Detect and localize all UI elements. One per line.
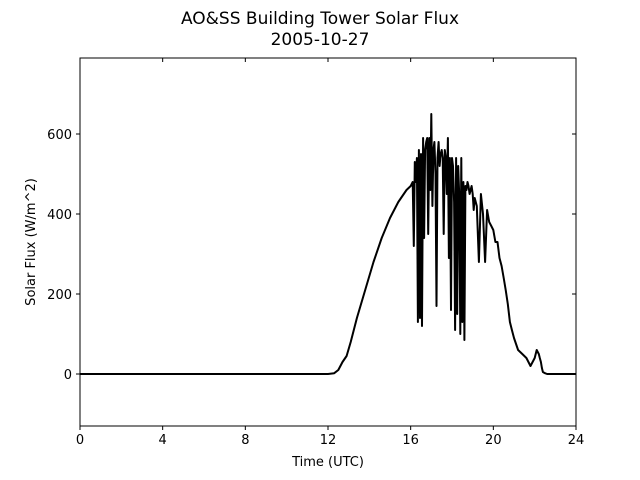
x-axis-ticks: 0 4 8 12 16 20 24 — [76, 58, 584, 448]
x-tick-label: 24 — [568, 433, 585, 448]
x-tick-label: 20 — [485, 433, 502, 448]
y-axis-label: Solar Flux (W/m^2) — [24, 178, 39, 306]
plot-frame — [79, 57, 577, 427]
x-tick-label: 12 — [320, 433, 337, 448]
y-tick-label: 200 — [47, 288, 72, 303]
x-axis-label: Time (UTC) — [291, 455, 364, 470]
y-tick-label: 600 — [47, 128, 72, 143]
chart-title: AO&SS Building Tower Solar Flux — [181, 9, 459, 29]
chart-subtitle: 2005-10-27 — [271, 30, 370, 50]
x-tick-label: 0 — [76, 433, 84, 448]
x-tick-label: 4 — [159, 433, 167, 448]
x-tick-label: 8 — [241, 433, 249, 448]
x-tick-label: 16 — [402, 433, 419, 448]
series-line-solar-flux — [80, 113, 576, 375]
y-tick-label: 400 — [47, 208, 72, 223]
y-axis-ticks: 0 200 400 600 — [47, 128, 576, 383]
y-tick-label: 0 — [64, 368, 72, 383]
